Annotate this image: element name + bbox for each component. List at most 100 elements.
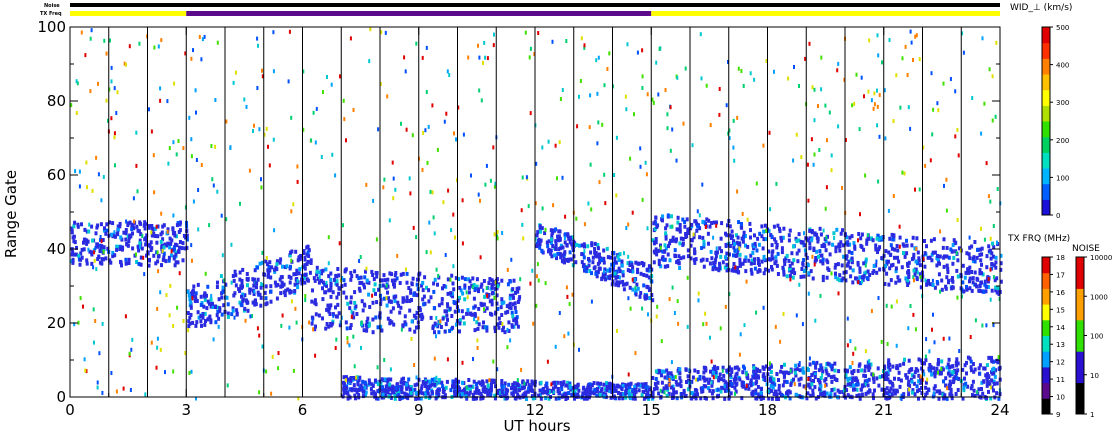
echo-pixel [259,285,263,290]
echo-pixel [253,289,256,294]
echo-pixel [505,304,509,309]
echo-pixel [752,261,756,265]
echo-pixel [808,377,812,382]
echo-pixel [388,387,392,392]
echo-pixel [826,138,828,143]
echo-pixel [769,257,773,262]
echo-pixel [852,241,856,246]
echo-pixel [915,384,919,389]
echo-pixel [481,387,485,392]
echo-pixel [148,258,151,263]
echo-pixel [547,239,551,244]
echo-pixel [160,38,163,43]
echo-pixel [715,220,718,225]
echo-pixel [326,75,328,79]
echo-pixel [70,103,73,108]
echo-pixel [671,235,675,240]
echo-pixel [708,388,712,393]
echo-pixel [102,228,106,233]
echo-pixel [837,369,841,374]
echo-pixel [397,303,401,308]
echo-pixel [296,164,299,169]
echo-pixel [118,247,122,251]
echo-pixel [90,250,93,255]
echo-pixel [729,372,733,377]
echo-pixel [110,79,113,84]
echo-pixel [971,96,974,100]
echo-pixel [407,286,411,290]
echo-pixel [793,271,797,276]
echo-pixel [951,261,955,266]
echo-pixel [903,171,906,176]
echo-pixel [485,325,489,330]
echo-pixel [94,231,98,236]
echo-pixel [465,385,468,390]
echo-pixel [420,283,424,288]
txfreq-bar-segment [70,11,187,16]
echo-pixel [584,392,588,397]
echo-pixel [294,272,298,276]
echo-pixel [737,270,740,275]
echo-pixel [408,308,412,313]
echo-pixel [777,387,781,392]
echo-pixel [282,282,286,287]
echo-pixel [482,60,484,65]
echo-pixel [393,273,397,278]
echo-pixel [573,396,576,401]
echo-pixel [325,322,329,326]
echo-pixel [477,380,481,385]
echo-pixel [148,107,150,112]
echo-pixel [373,282,377,287]
echo-pixel [450,273,454,278]
echo-pixel [332,277,336,282]
echo-pixel [609,255,613,260]
echo-pixel [150,226,154,231]
echo-pixel [681,242,685,247]
echo-pixel [353,269,357,274]
echo-pixel [846,393,850,398]
colorbar-tick-label: 300 [1056,99,1069,107]
echo-pixel [724,380,728,385]
echo-pixel [185,245,189,250]
echo-pixel [793,368,797,373]
echo-pixel [620,387,624,392]
echo-pixel [834,271,837,276]
echo-pixel [514,290,517,295]
echo-pixel [241,292,245,297]
echo-pixel [770,234,773,239]
echo-pixel [697,298,700,303]
echo-pixel [346,340,349,345]
echo-pixel [983,101,986,106]
echo-pixel [477,316,480,321]
echo-pixel [378,389,381,394]
echo-pixel [673,248,677,253]
echo-pixel [989,385,992,390]
echo-pixel [811,230,814,235]
echo-pixel [446,357,449,362]
echo-pixel [411,276,415,281]
echo-pixel [733,385,737,390]
echo-pixel [436,282,439,287]
echo-pixel [933,285,937,290]
echo-pixel [624,395,628,400]
echo-pixel [830,388,834,392]
echo-pixel [447,188,450,193]
echo-pixel [125,62,127,67]
echo-pixel [699,396,703,401]
echo-pixel [828,110,831,115]
echo-pixel [845,254,849,259]
echo-pixel [221,285,225,290]
echo-pixel [452,264,455,269]
echo-pixel [960,294,963,299]
echo-pixel [883,282,887,286]
echo-pixel [581,386,585,391]
echo-pixel [955,376,959,381]
echo-pixel [381,283,385,288]
echo-pixel [446,317,449,322]
echo-pixel [409,391,413,396]
echo-pixel [267,264,271,269]
echo-pixel [961,367,965,372]
echo-pixel [316,276,320,281]
echo-pixel [337,273,341,278]
echo-pixel [281,313,284,318]
